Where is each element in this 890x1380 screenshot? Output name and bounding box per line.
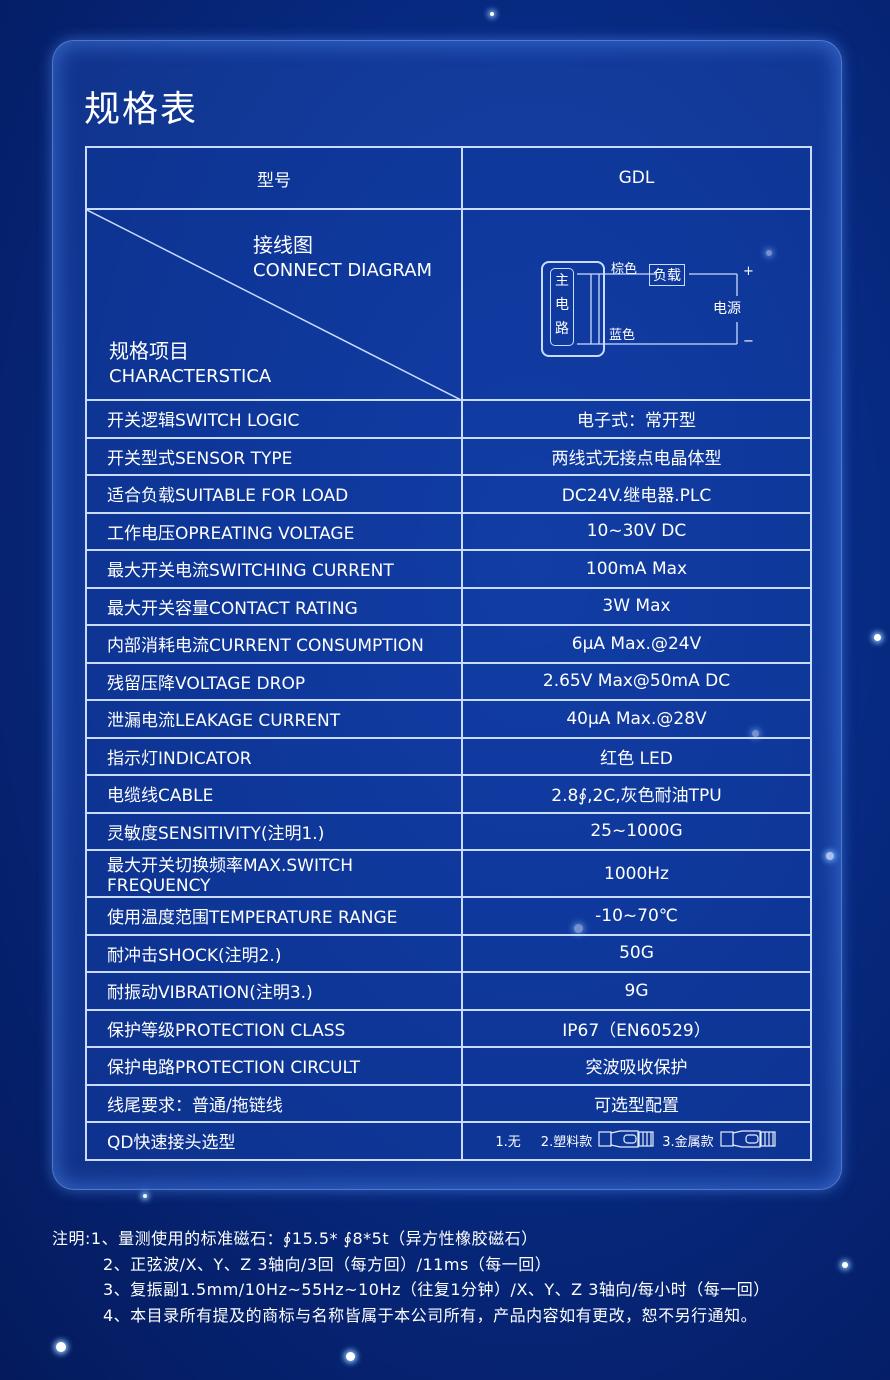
spec-value: 6μA Max.@24V <box>461 624 812 664</box>
spec-row: 内部消耗电流CURRENT CONSUMPTION 6μA Max.@24V <box>85 624 812 664</box>
model-value: GDL <box>461 146 812 210</box>
circuit-char: 路 <box>555 321 569 337</box>
spec-row: 线尾要求：普通/拖链线 可选型配置 <box>85 1083 812 1123</box>
page-title: 规格表 <box>84 89 199 130</box>
spec-row: 残留压降VOLTAGE DROP 2.65V Max@50mA DC <box>85 661 812 701</box>
spec-row: 最大开关切换频率MAX.SWITCH FREQUENCY 1000Hz <box>85 849 812 898</box>
diagram-header-cell: 接线图 CONNECT DIAGRAM 规格项目 CHARACTERSTICA <box>85 208 463 401</box>
connect-diagram-en: CONNECT DIAGRAM <box>253 260 433 281</box>
spec-label: 内部消耗电流CURRENT CONSUMPTION <box>85 624 463 664</box>
spec-label: 保护电路PROTECTION CIRCULT <box>85 1046 463 1086</box>
wiring-diagram-cell: 主 电 路 棕色 蓝色 负载 电源 + − <box>461 208 812 401</box>
spec-row: 耐冲击SHOCK(注明2.) 50G <box>85 933 812 973</box>
spec-table: 型号 GDL 接线图 CONNECT DIAGRAM 规格项目 CHARACTE… <box>85 146 812 1161</box>
spec-label: 开关逻辑SWITCH LOGIC <box>85 399 463 439</box>
spec-value: 电子式：常开型 <box>461 399 812 439</box>
spec-row: 使用温度范围TEMPERATURE RANGE -10~70℃ <box>85 896 812 936</box>
spec-label: 最大开关电流SWITCHING CURRENT <box>85 549 463 589</box>
note-3: 3、复振副1.5mm/10Hz~55Hz~10Hz（往复1分钟）/X、Y、Z 3… <box>103 1280 770 1299</box>
spec-value: 突波吸收保护 <box>461 1046 812 1086</box>
spec-label: 使用温度范围TEMPERATURE RANGE <box>85 896 463 936</box>
spec-value: IP67（EN60529） <box>461 1008 812 1048</box>
spec-label: 残留压降VOLTAGE DROP <box>85 661 463 701</box>
qd-option-metal: 3.金属款 <box>662 1135 714 1151</box>
spec-value: 9G <box>461 971 812 1011</box>
characteristic-en: CHARACTERSTICA <box>109 366 272 387</box>
spec-row: 最大开关电流SWITCHING CURRENT 100mA Max <box>85 549 812 589</box>
spec-row: 泄漏电流LEAKAGE CURRENT 40μA Max.@28V <box>85 699 812 739</box>
spec-row: 耐振动VIBRATION(注明3.) 9G <box>85 971 812 1011</box>
metal-connector-icon <box>720 1129 778 1153</box>
spec-value: 1000Hz <box>461 849 812 898</box>
spec-row: 电缆线CABLE 2.8∮,2C,灰色耐油TPU <box>85 774 812 814</box>
qd-row: QD快速接头选型 1.无 2.塑料款 3.金属款 <box>85 1121 812 1161</box>
spec-value: -10~70℃ <box>461 896 812 936</box>
spec-label: 保护等级PROTECTION CLASS <box>85 1008 463 1048</box>
qd-label: QD快速接头选型 <box>85 1121 463 1161</box>
note-1: 注明:1、量测使用的标准磁石：∮15.5* ∮8*5t（异方性橡胶磁石） <box>52 1229 538 1248</box>
spec-row: 保护等级PROTECTION CLASS IP67（EN60529） <box>85 1008 812 1048</box>
spec-label: 开关型式SENSOR TYPE <box>85 436 463 476</box>
circuit-char: 主 <box>555 273 569 289</box>
spec-value: 两线式无接点电晶体型 <box>461 436 812 476</box>
spec-label: 电缆线CABLE <box>85 774 463 814</box>
spec-row: 适合负载SUITABLE FOR LOAD DC24V.继电器.PLC <box>85 474 812 514</box>
spec-value: 40μA Max.@28V <box>461 699 812 739</box>
load-box: 负载 <box>649 264 685 286</box>
spec-value: 2.8∮,2C,灰色耐油TPU <box>461 774 812 814</box>
spec-label: 适合负载SUITABLE FOR LOAD <box>85 474 463 514</box>
diagram-row: 接线图 CONNECT DIAGRAM 规格项目 CHARACTERSTICA … <box>85 208 812 401</box>
wiring-diagram: 主 电 路 棕色 蓝色 负载 电源 + − <box>541 256 754 357</box>
spec-label: 灵敏度SENSITIVITY(注明1.) <box>85 811 463 851</box>
notes: 注明:1、量测使用的标准磁石：∮15.5* ∮8*5t（异方性橡胶磁石） 2、正… <box>52 1226 770 1328</box>
spec-label: 线尾要求：普通/拖链线 <box>85 1083 463 1123</box>
spec-row: 保护电路PROTECTION CIRCULT 突波吸收保护 <box>85 1046 812 1086</box>
characteristic-cn: 规格项目 <box>109 339 189 363</box>
plus-label: + <box>743 264 754 279</box>
spec-row: 最大开关容量CONTACT RATING 3W Max <box>85 586 812 626</box>
spec-row: 指示灯INDICATOR 红色 LED <box>85 736 812 776</box>
spec-value: 可选型配置 <box>461 1083 812 1123</box>
note-4: 4、本目录所有提及的商标与名称皆属于本公司所有，产品内容如有更改，恕不另行通知。 <box>103 1305 758 1325</box>
spec-row: 开关逻辑SWITCH LOGIC 电子式：常开型 <box>85 399 812 439</box>
spec-label: 耐冲击SHOCK(注明2.) <box>85 933 463 973</box>
connect-diagram-cn: 接线图 <box>253 233 313 257</box>
spec-value: 2.65V Max@50mA DC <box>461 661 812 701</box>
plastic-connector-icon <box>598 1129 656 1153</box>
power-label: 电源 <box>713 301 741 317</box>
spec-label: 最大开关容量CONTACT RATING <box>85 586 463 626</box>
spec-label: 工作电压OPREATING VOLTAGE <box>85 511 463 551</box>
spec-row: 灵敏度SENSITIVITY(注明1.) 25~1000G <box>85 811 812 851</box>
spec-value: 10~30V DC <box>461 511 812 551</box>
spec-label: 最大开关切换频率MAX.SWITCH FREQUENCY <box>85 849 463 898</box>
spec-value: 3W Max <box>461 586 812 626</box>
qd-option-plastic: 2.塑料款 <box>540 1135 593 1151</box>
diagonal-divider <box>87 210 463 401</box>
spec-value: DC24V.继电器.PLC <box>461 474 812 514</box>
spec-value: 红色 LED <box>461 736 812 776</box>
qd-option-none: 1.无 <box>495 1135 521 1151</box>
brown-wire-label: 棕色 <box>611 262 638 277</box>
spec-row: 工作电压OPREATING VOLTAGE 10~30V DC <box>85 511 812 551</box>
spec-value: 100mA Max <box>461 549 812 589</box>
circuit-char: 电 <box>555 297 569 313</box>
spec-value: 25~1000G <box>461 811 812 851</box>
spec-label: 耐振动VIBRATION(注明3.) <box>85 971 463 1011</box>
blue-wire-label: 蓝色 <box>609 328 636 343</box>
model-label: 型号 <box>85 146 463 210</box>
note-2: 2、正弦波/X、Y、Z 3轴向/3回（每方回）/11ms（每一回） <box>103 1254 552 1274</box>
spec-label: 指示灯INDICATOR <box>85 736 463 776</box>
minus-label: − <box>743 334 754 349</box>
spec-label: 泄漏电流LEAKAGE CURRENT <box>85 699 463 739</box>
header-row: 型号 GDL <box>85 146 812 210</box>
spec-value: 50G <box>461 933 812 973</box>
spec-row: 开关型式SENSOR TYPE 两线式无接点电晶体型 <box>85 436 812 476</box>
